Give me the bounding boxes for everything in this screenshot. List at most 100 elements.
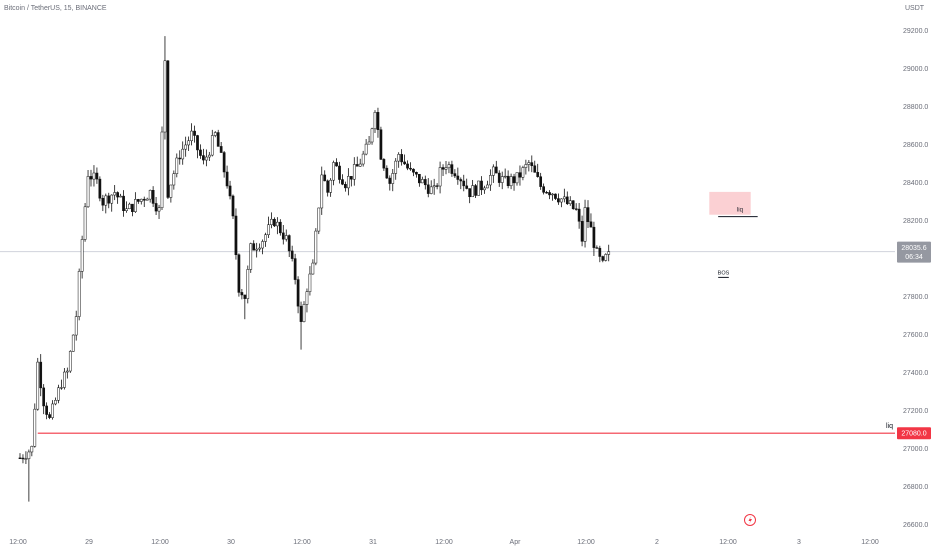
x-tick-label: 29 (85, 539, 93, 546)
candle-body (36, 361, 40, 410)
candle-body (589, 221, 593, 228)
candle-body (506, 175, 510, 187)
y-tick-label: 28800.0 (903, 104, 928, 111)
candle-body (261, 241, 264, 249)
candle-body (142, 198, 146, 201)
candle-body (92, 172, 96, 180)
candle-body (178, 157, 182, 160)
candle-body (154, 203, 158, 212)
candle-body (196, 135, 199, 151)
price-axis[interactable]: 26600.0 26800.0 27000.0 27200.0 27400.0 27600… (903, 28, 928, 529)
y-tick-label: 27600.0 (903, 332, 928, 339)
candle-body (172, 173, 176, 186)
candle-body (305, 291, 309, 305)
candle-body (486, 184, 489, 189)
candle-body (219, 146, 223, 153)
candle-body (190, 130, 193, 142)
time-axis[interactable]: 12:00 29 12:00 30 12:00 31 12:00 Apr 12:00 2 12:00… (9, 539, 879, 546)
candle-body (166, 60, 170, 198)
candle-body (462, 180, 466, 187)
x-tick-label: 3 (797, 539, 801, 546)
candle-body (131, 203, 134, 212)
candle-body (403, 161, 406, 165)
candle-body (530, 162, 534, 167)
bos-label: BOS (718, 270, 730, 276)
candle-body (249, 243, 253, 270)
candle-body (503, 175, 507, 178)
candle-body (477, 180, 480, 196)
candle-body (568, 200, 572, 205)
candle-body (71, 334, 75, 352)
candlestick-series (18, 36, 611, 502)
candle-body (234, 215, 238, 256)
candle-body (175, 157, 179, 174)
candle-body (344, 184, 347, 189)
candle-body (432, 185, 436, 188)
candle-body (382, 159, 386, 169)
y-tick-label: 29000.0 (903, 66, 928, 73)
liquidity-tag-label: 27080.0 (901, 431, 926, 438)
candle-body (18, 457, 22, 459)
candle-body (415, 171, 418, 175)
candle-body (101, 197, 105, 206)
alert-icon[interactable] (744, 514, 756, 526)
candle-body (364, 143, 368, 155)
candle-body (453, 173, 457, 177)
candle-body (580, 221, 584, 242)
y-tick-label: 27800.0 (903, 294, 928, 301)
candle-body (169, 184, 173, 198)
candle-body (349, 176, 353, 180)
candle-body (128, 203, 131, 210)
candle-body (474, 185, 477, 196)
candle-body (184, 144, 188, 150)
candle-body (385, 167, 389, 179)
candle-body (397, 154, 401, 162)
liquidity-label: liq (886, 423, 893, 430)
x-tick-label: 12:00 (9, 539, 27, 546)
symbol-title[interactable]: Bitcoin / TetherUS, 15, BINANCE (4, 5, 107, 12)
candle-body (406, 163, 409, 169)
candle-body (151, 190, 155, 204)
candle-body (136, 199, 140, 202)
candle-body (459, 179, 463, 182)
candle-body (83, 206, 87, 240)
countdown-label: 06:34 (905, 254, 923, 261)
candle-body (122, 195, 125, 211)
candle-body (98, 178, 102, 199)
candle-body (39, 361, 43, 389)
x-tick-label: 12:00 (577, 539, 595, 546)
candle-body (77, 271, 81, 317)
candle-body (63, 371, 66, 388)
candle-body (199, 149, 202, 156)
candle-body (48, 414, 51, 418)
candle-body (420, 179, 424, 184)
candle-body (545, 192, 548, 194)
candle-body (355, 164, 359, 167)
candle-body (134, 199, 137, 212)
candle-body (604, 254, 608, 261)
current-price-label: 28035.6 (901, 245, 926, 252)
candle-body (592, 226, 596, 248)
candle-body (527, 162, 531, 165)
candle-body (341, 179, 344, 185)
candle-body (187, 140, 190, 146)
candle-body (551, 193, 554, 196)
candle-body (45, 405, 48, 415)
candle-body (471, 185, 474, 198)
drawings: liq liq BOS (37, 191, 895, 434)
candle-body (326, 180, 330, 193)
candle-body (54, 400, 57, 405)
candle-body (480, 180, 483, 191)
candle-body (358, 163, 362, 167)
candle-body (607, 251, 611, 255)
liquidity-tag (897, 427, 931, 440)
candle-body (509, 176, 513, 187)
candle-body (483, 187, 486, 191)
candle-body (57, 387, 60, 401)
candle-body (246, 269, 250, 299)
candle-body (231, 195, 235, 217)
candle-body (352, 164, 356, 180)
candle-body (373, 112, 377, 130)
candle-body (565, 196, 569, 205)
